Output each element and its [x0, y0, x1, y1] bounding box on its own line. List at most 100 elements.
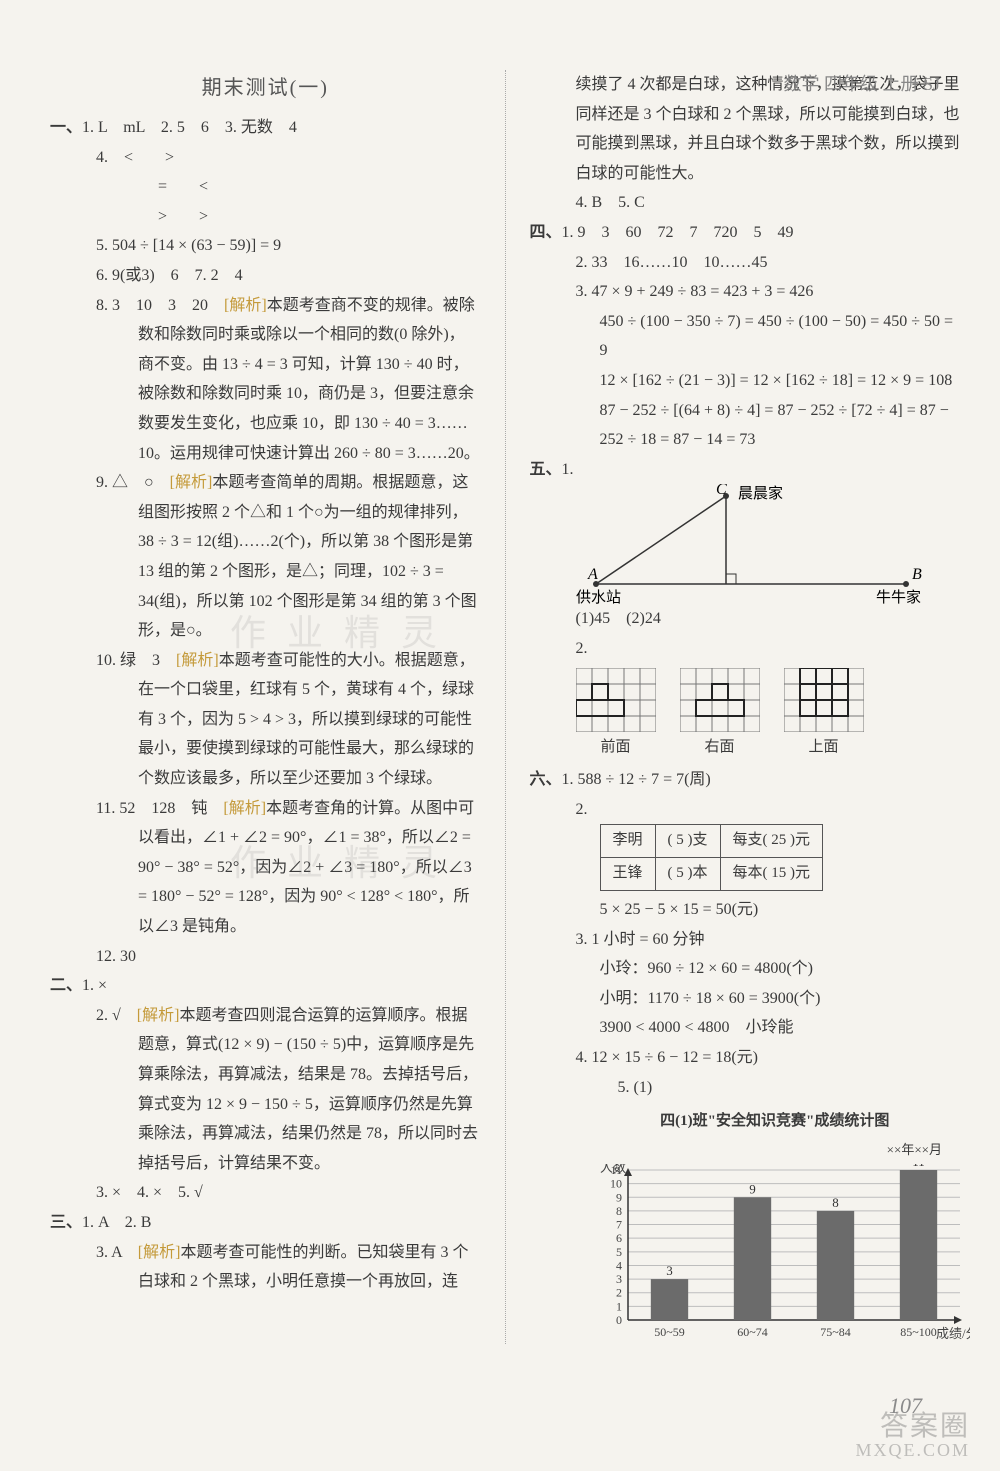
answer-line: 3900 < 4000 < 4800 小玲能	[530, 1013, 961, 1043]
column-separator	[505, 70, 506, 1344]
text: 5. (1)	[618, 1079, 653, 1096]
left-column: 期末测试(一) 一、1. L mL 2. 5 6 3. 无数 4 4. < > …	[50, 70, 481, 1344]
answer-line: 3. 1 小时 = 60 分钟	[530, 925, 961, 955]
section-label: 六、	[530, 771, 562, 788]
answer-line: 4. B 5. C	[530, 188, 961, 218]
text: > >	[158, 208, 208, 225]
answer-line: 6. 9(或3) 6 7. 2 4	[50, 261, 481, 291]
text: 1.	[562, 461, 574, 478]
answer-line: 二、1. ×	[50, 971, 481, 1001]
text: 12 × [162 ÷ (21 − 3)] = 12 × [162 ÷ 18] …	[600, 372, 953, 389]
answer-line: = <	[50, 172, 481, 202]
text: 2. 33 16……10 10……45	[576, 254, 768, 271]
text: 12. 30	[96, 948, 136, 965]
point-A: A	[587, 566, 598, 583]
text: 本题考查角的计算。从图中可以看出，∠1 + ∠2 = 90°，∠1 = 38°，…	[138, 800, 474, 935]
text: 1. A 2. B	[82, 1214, 151, 1231]
text: 小明：1170 ÷ 18 × 60 = 3900(个)	[600, 990, 821, 1007]
text: 本题考查商不变的规律。被除数和除数同时乘或除以一个相同的数(0 除外)，商不变。…	[138, 297, 480, 462]
view-caption: 右面	[680, 734, 760, 762]
svg-text:3: 3	[666, 1263, 673, 1278]
text: 11. 52 128 钝	[96, 800, 223, 817]
svg-text:75~84: 75~84	[820, 1325, 851, 1339]
answer-line: 12. 30	[50, 942, 481, 972]
analysis-label: [解析]	[224, 297, 267, 314]
chart-title: 四(1)班"安全知识竞赛"成绩统计图	[590, 1108, 961, 1136]
footer-url: MXQE.COM	[855, 1434, 970, 1467]
point-B: B	[912, 566, 922, 583]
section-label: 五、	[530, 461, 562, 478]
text: 6. 9(或3) 6 7. 2 4	[96, 267, 243, 284]
svg-text:8: 8	[616, 1204, 622, 1218]
svg-text:3: 3	[616, 1272, 622, 1286]
price-table: 李明 ( 5 )支 每支( 25 )元 王锋 ( 5 )本 每本( 15 )元	[600, 824, 824, 891]
answer-line: 87 − 252 ÷ [(64 + 8) ÷ 4] = 87 − 252 ÷ […	[530, 396, 961, 455]
svg-text:6: 6	[616, 1231, 622, 1245]
answer-line: 9. △ ○ [解析]本题考查简单的周期。根据题意，这组图形按照 2 个△和 1…	[50, 468, 481, 646]
text: 3. 1 小时 = 60 分钟	[576, 931, 705, 948]
text: 5. 504 ÷ [14 × (63 − 59)] = 9	[96, 237, 281, 254]
text: 3. 47 × 9 + 249 ÷ 83 = 423 + 3 = 426	[576, 283, 814, 300]
section-label: 一、	[50, 119, 82, 136]
svg-text:5: 5	[616, 1245, 622, 1259]
section-label: 二、	[50, 977, 82, 994]
svg-text:人数: 人数	[600, 1164, 626, 1175]
cell: 每支( 25 )元	[720, 825, 823, 858]
bar-chart: 四(1)班"安全知识竞赛"成绩统计图 ××年××月 01234567891011…	[590, 1108, 961, 1344]
text: 小玲：960 ÷ 12 × 60 = 4800(个)	[600, 960, 814, 977]
text: 本题考查可能性的大小。根据题意，在一个口袋里，红球有 5 个，黄球有 4 个，绿…	[138, 652, 475, 787]
analysis-label: [解析]	[170, 474, 213, 491]
text: 1. L mL 2. 5 6 3. 无数 4	[82, 119, 297, 136]
svg-text:2: 2	[616, 1286, 622, 1300]
analysis-label: [解析]	[223, 800, 266, 817]
text: (1)45 (2)24	[576, 610, 661, 627]
page-header: 数学 四年级 上册 SJ	[783, 68, 940, 101]
cell: 李明	[600, 825, 655, 858]
text: 4. B 5. C	[576, 194, 645, 211]
text: 450 ÷ (100 − 350 ÷ 7) = 450 ÷ (100 − 50)…	[600, 313, 954, 360]
svg-text:成绩/分: 成绩/分	[936, 1326, 970, 1341]
svg-text:7: 7	[616, 1217, 622, 1231]
text: 2.	[576, 640, 588, 657]
table-row: 李明 ( 5 )支 每支( 25 )元	[600, 825, 823, 858]
analysis-label: [解析]	[138, 1244, 181, 1261]
test-title: 期末测试(一)	[50, 70, 481, 107]
answer-line: 4. < >	[50, 143, 481, 173]
view-right: 右面	[680, 668, 760, 762]
label-water: 供水站	[576, 589, 621, 604]
answer-line: 3. A [解析]本题考查可能性的判断。已知袋里有 3 个白球和 2 个黑球，小…	[50, 1238, 481, 1297]
view-front: 前面	[576, 668, 656, 762]
svg-text:1: 1	[616, 1299, 622, 1313]
text: 5 × 25 − 5 × 15 = 50(元)	[600, 901, 759, 918]
svg-text:50~59: 50~59	[654, 1325, 685, 1339]
svg-text:0: 0	[616, 1313, 622, 1327]
text: 1. 588 ÷ 12 ÷ 7 = 7(周)	[562, 771, 711, 788]
answer-line: 2. 33 16……10 10……45	[530, 248, 961, 278]
right-column: 续摸了 4 次都是白球，这种情况下，摸第五次，袋子里同样还是 3 个白球和 2 …	[530, 70, 961, 1344]
text: 3. × 4. × 5. √	[96, 1184, 203, 1201]
text: 3. A	[96, 1244, 138, 1261]
triangle-diagram: A B C 晨晨家 供水站 牛牛家	[576, 484, 936, 604]
point-C: C	[716, 484, 727, 498]
section-label: 三、	[50, 1214, 82, 1231]
answer-line: 五、1.	[530, 455, 961, 485]
text: 1. 9 3 60 72 7 720 5 49	[562, 224, 794, 241]
label-cow: 牛牛家	[876, 589, 921, 604]
chart-svg: 01234567891011人数成绩/分350~59960~74875~8411…	[590, 1164, 970, 1344]
view-top: 上面	[784, 668, 864, 762]
answer-line: (1)45 (2)24	[530, 604, 961, 634]
answer-line: 8. 3 10 3 20 [解析]本题考查商不变的规律。被除数和除数同时乘或除以…	[50, 291, 481, 469]
text: 本题考查四则混合运算的运算顺序。根据题意，算式(12 × 9) − (150 ÷…	[138, 1007, 478, 1172]
answer-line: 5. (1)	[530, 1079, 653, 1096]
answer-line: 2.	[530, 795, 961, 825]
answer-line: 3. × 4. × 5. √	[50, 1178, 481, 1208]
text: 2. √	[96, 1007, 137, 1024]
svg-text:4: 4	[616, 1258, 622, 1272]
answer-line: 2. √ [解析]本题考查四则混合运算的运算顺序。根据题意，算式(12 × 9)…	[50, 1001, 481, 1179]
label-chenchen: 晨晨家	[738, 485, 783, 502]
text: 9. △ ○	[96, 474, 170, 491]
text: 2.	[576, 801, 588, 818]
section-label: 四、	[530, 224, 562, 241]
answer-line: 4. 12 × 15 ÷ 6 − 12 = 18(元)	[530, 1043, 961, 1073]
answer-line: 12 × [162 ÷ (21 − 3)] = 12 × [162 ÷ 18] …	[530, 366, 961, 396]
